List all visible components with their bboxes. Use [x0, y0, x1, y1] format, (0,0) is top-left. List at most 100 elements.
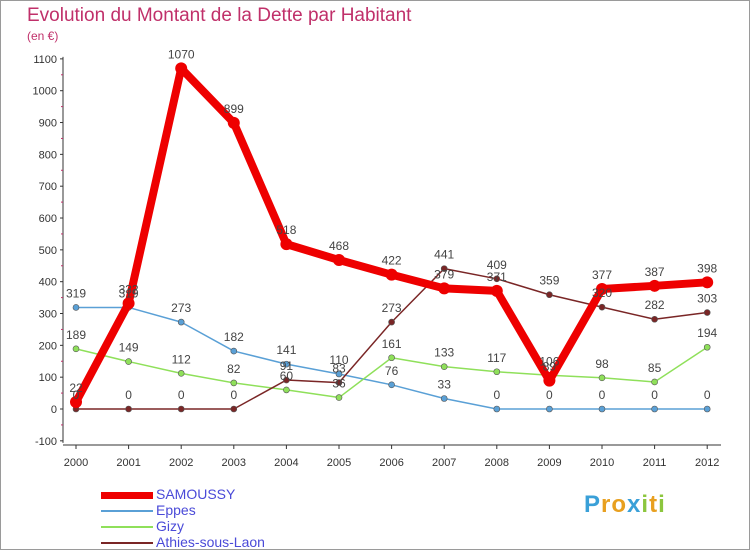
data-label: 468 — [329, 239, 349, 253]
data-point — [177, 405, 185, 413]
data-label: 33 — [438, 377, 452, 391]
logo-letter: i — [641, 491, 650, 518]
x-tick-label: 2009 — [537, 457, 561, 469]
data-label: 91 — [280, 359, 294, 373]
data-point — [440, 363, 448, 370]
y-tick-label: -100 — [35, 436, 57, 448]
data-point — [335, 379, 343, 386]
data-label: 112 — [172, 352, 191, 366]
data-label: 117 — [487, 351, 506, 365]
logo-letter: t — [649, 491, 659, 518]
data-label: 282 — [645, 298, 665, 312]
data-label: 371 — [487, 270, 507, 284]
data-point — [651, 378, 658, 386]
x-tick-label: 2000 — [64, 457, 88, 469]
data-label: 189 — [66, 328, 86, 342]
y-tick-label: 1000 — [33, 86, 57, 98]
data-label: 319 — [119, 286, 139, 300]
data-point — [177, 318, 185, 326]
data-point — [230, 405, 238, 413]
y-tick-label: 500 — [39, 245, 57, 257]
data-label: 89 — [543, 360, 557, 374]
legend-label-gizy: Gizy — [156, 518, 184, 534]
data-point — [335, 370, 343, 378]
y-tick-label: 400 — [39, 277, 57, 289]
data-label: 83 — [332, 362, 346, 376]
data-point — [385, 268, 398, 281]
x-tick-label: 2003 — [222, 457, 246, 469]
data-label: 194 — [697, 326, 717, 340]
data-point — [703, 343, 711, 351]
data-label: 133 — [434, 346, 454, 360]
data-point — [493, 405, 501, 413]
x-tick-label: 2010 — [590, 457, 614, 469]
data-point — [333, 254, 345, 267]
data-point — [598, 374, 606, 382]
y-tick-label: 300 — [39, 309, 57, 321]
data-label: 161 — [382, 337, 402, 351]
data-point — [648, 279, 661, 292]
data-label: 0 — [704, 388, 711, 402]
data-point — [596, 283, 608, 296]
data-point — [703, 309, 711, 316]
data-label: 319 — [66, 286, 86, 300]
data-label: 518 — [276, 223, 296, 237]
y-tick-label: 800 — [39, 149, 57, 161]
x-tick-label: 2008 — [485, 457, 509, 469]
data-point — [440, 265, 448, 272]
data-label: 0 — [125, 388, 132, 402]
proxiti-logo: Proxiti — [584, 491, 666, 519]
legend-swatch-samoussy — [101, 492, 153, 499]
legend-label-eppes: Eppes — [156, 502, 196, 518]
data-label: 0 — [230, 388, 237, 402]
data-label: 36 — [332, 377, 346, 391]
logo-letter: i — [658, 491, 666, 518]
data-point — [72, 304, 80, 311]
data-label: 0 — [493, 388, 500, 402]
data-label: 273 — [171, 301, 191, 315]
data-label: 0 — [178, 388, 185, 402]
data-point — [598, 303, 606, 311]
data-point — [543, 374, 556, 387]
data-label: 899 — [224, 102, 244, 116]
data-label: 1070 — [168, 47, 195, 61]
data-point — [598, 405, 606, 413]
data-label: 409 — [487, 258, 507, 272]
data-label: 22 — [69, 381, 83, 395]
data-point — [388, 318, 395, 326]
legend-label-samoussy: SAMOUSSY — [156, 486, 236, 502]
data-point — [175, 62, 188, 75]
data-point — [122, 297, 135, 310]
y-tick-label: 100 — [39, 372, 57, 384]
data-point — [440, 395, 448, 402]
data-point — [546, 405, 553, 413]
data-point — [651, 405, 658, 413]
chart-subtitle: (en €) — [27, 29, 59, 43]
data-label: 0 — [651, 388, 658, 402]
data-label: 398 — [697, 261, 717, 275]
data-label: 149 — [119, 341, 139, 355]
data-label: 106 — [539, 354, 559, 368]
data-point — [388, 381, 395, 389]
data-point — [438, 282, 451, 295]
logo-letter: x — [627, 491, 642, 518]
data-point — [227, 116, 240, 129]
y-tick-label: 900 — [39, 118, 57, 130]
data-label: 303 — [697, 292, 717, 306]
data-point — [546, 291, 553, 299]
data-label: 60 — [280, 369, 294, 383]
legend-swatch-eppes — [101, 510, 153, 512]
data-label: 379 — [434, 267, 454, 281]
x-tick-label: 2011 — [643, 457, 667, 469]
data-point — [283, 360, 290, 368]
data-label: 0 — [599, 388, 606, 402]
data-label: 359 — [539, 274, 559, 288]
data-label: 273 — [382, 301, 402, 315]
data-label: 422 — [382, 254, 402, 268]
y-tick-label: 600 — [39, 213, 57, 225]
data-point — [493, 368, 501, 376]
x-tick-label: 2004 — [274, 457, 298, 469]
data-point — [230, 379, 238, 387]
